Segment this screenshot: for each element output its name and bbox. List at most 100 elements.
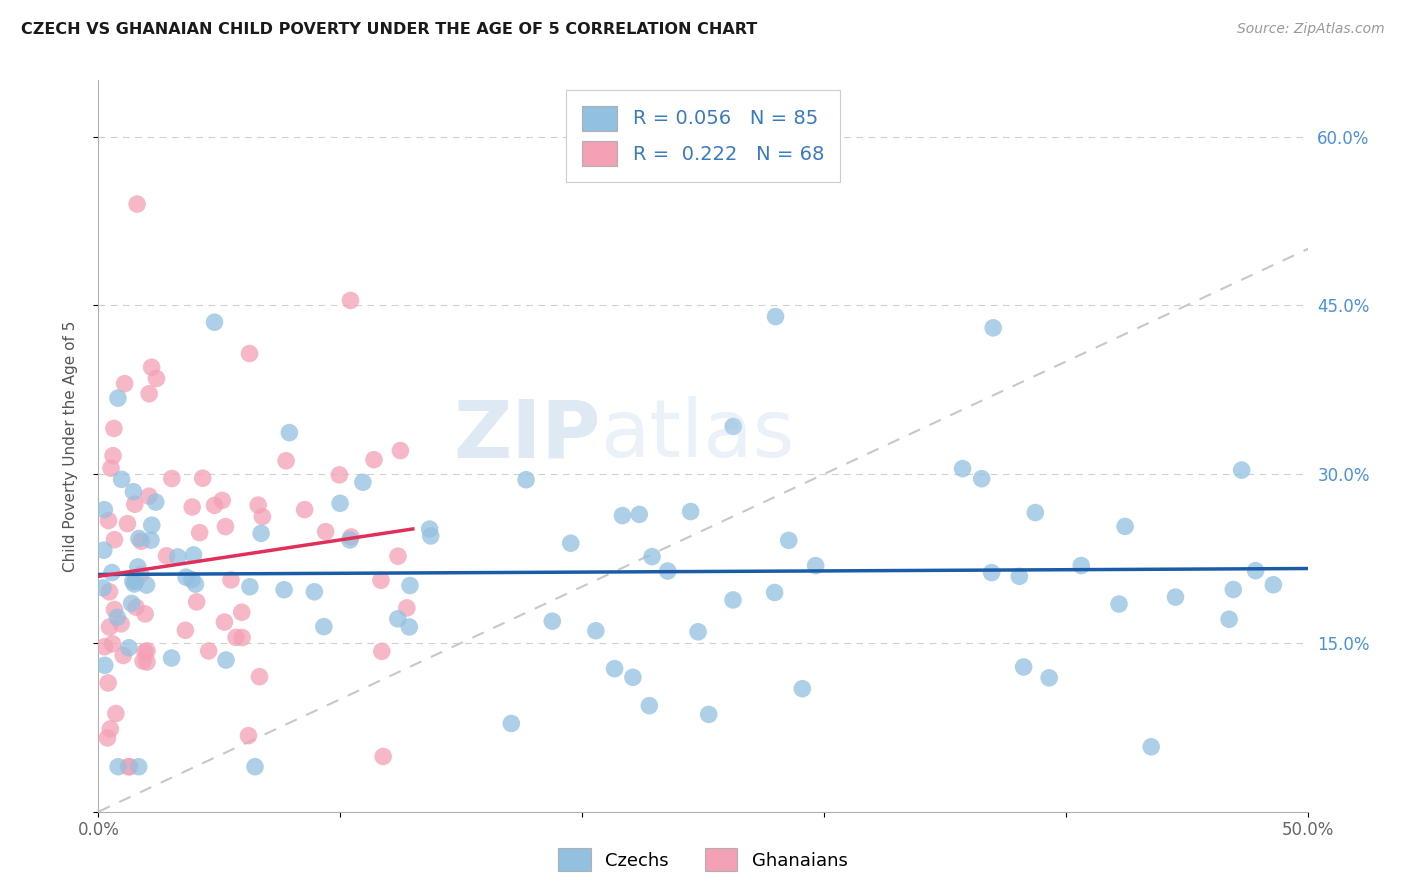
- Point: [125, 600, 148, 615]
- Point: [93, 502, 115, 516]
- Point: [238, 729, 260, 743]
- Point: [136, 655, 159, 669]
- Point: [103, 533, 125, 547]
- Point: [128, 760, 150, 774]
- Point: [621, 670, 644, 684]
- Point: [184, 577, 207, 591]
- Point: [101, 566, 124, 580]
- Point: [118, 640, 141, 655]
- Point: [135, 578, 157, 592]
- Point: [339, 533, 361, 547]
- Point: [105, 610, 128, 624]
- Point: [371, 644, 394, 658]
- Point: [215, 653, 238, 667]
- Point: [641, 549, 664, 564]
- Point: [1070, 558, 1092, 573]
- Point: [127, 197, 149, 211]
- Point: [231, 605, 253, 619]
- Point: [181, 500, 204, 514]
- Point: [110, 472, 132, 486]
- Point: [110, 616, 132, 631]
- Point: [612, 508, 634, 523]
- Point: [603, 662, 626, 676]
- Point: [1244, 564, 1267, 578]
- Point: [395, 601, 418, 615]
- Point: [138, 386, 160, 401]
- Point: [585, 624, 607, 638]
- Point: [340, 530, 363, 544]
- Point: [225, 631, 247, 645]
- Point: [134, 607, 156, 621]
- Point: [370, 574, 392, 588]
- Point: [129, 567, 152, 582]
- Point: [155, 549, 177, 563]
- Point: [94, 658, 117, 673]
- Point: [804, 558, 827, 573]
- Point: [657, 564, 679, 578]
- Point: [250, 526, 273, 541]
- Point: [98, 722, 121, 736]
- Point: [103, 421, 125, 435]
- Point: [97, 514, 120, 528]
- Point: [294, 502, 316, 516]
- Point: [419, 529, 441, 543]
- Point: [98, 620, 121, 634]
- Point: [628, 508, 651, 522]
- Point: [96, 731, 118, 745]
- Point: [765, 310, 787, 324]
- Point: [721, 419, 744, 434]
- Point: [1008, 569, 1031, 583]
- Point: [122, 484, 145, 499]
- Legend: R = 0.056   N = 85, R =  0.222   N = 68: R = 0.056 N = 85, R = 0.222 N = 68: [567, 90, 839, 182]
- Point: [399, 578, 422, 592]
- Point: [329, 496, 352, 510]
- Point: [160, 651, 183, 665]
- Point: [387, 612, 409, 626]
- Point: [273, 582, 295, 597]
- Point: [174, 624, 197, 638]
- Y-axis label: Child Poverty Under the Age of 5: Child Poverty Under the Age of 5: [63, 320, 77, 572]
- Point: [239, 580, 262, 594]
- Point: [122, 577, 145, 591]
- Point: [136, 644, 159, 658]
- Point: [121, 596, 143, 610]
- Point: [112, 648, 135, 663]
- Point: [980, 566, 1002, 580]
- Point: [1164, 590, 1187, 604]
- Point: [124, 497, 146, 511]
- Point: [363, 452, 385, 467]
- Point: [274, 454, 297, 468]
- Point: [247, 498, 270, 512]
- Point: [1230, 463, 1253, 477]
- Point: [1218, 612, 1240, 626]
- Point: [339, 293, 361, 308]
- Point: [114, 376, 136, 391]
- Point: [541, 614, 564, 628]
- Point: [104, 706, 127, 721]
- Point: [107, 391, 129, 405]
- Point: [127, 560, 149, 574]
- Point: [166, 549, 188, 564]
- Point: [91, 581, 114, 595]
- Point: [93, 640, 115, 654]
- Point: [387, 549, 409, 564]
- Point: [304, 584, 326, 599]
- Point: [186, 595, 208, 609]
- Point: [101, 637, 124, 651]
- Point: [373, 749, 395, 764]
- Text: ZIP: ZIP: [453, 396, 600, 474]
- Point: [117, 516, 139, 531]
- Text: Source: ZipAtlas.com: Source: ZipAtlas.com: [1237, 22, 1385, 37]
- Point: [134, 645, 156, 659]
- Point: [128, 532, 150, 546]
- Point: [124, 574, 146, 589]
- Point: [763, 585, 786, 599]
- Point: [243, 760, 266, 774]
- Point: [219, 573, 242, 587]
- Point: [679, 504, 702, 518]
- Point: [160, 471, 183, 485]
- Point: [145, 495, 167, 509]
- Point: [204, 315, 226, 329]
- Point: [398, 620, 420, 634]
- Point: [1263, 578, 1285, 592]
